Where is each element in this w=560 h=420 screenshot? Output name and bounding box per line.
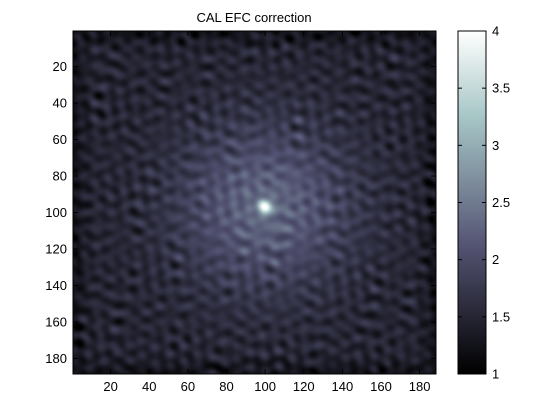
x-tick-label: 180 (409, 379, 431, 394)
colorbar-tick-label: 4 (492, 24, 499, 39)
colorbar-tick-label: 1 (492, 367, 499, 382)
y-tick-label: 160 (45, 315, 67, 330)
colorbar-tick-label: 3.5 (492, 81, 510, 96)
colorbar (457, 30, 487, 375)
colorbar-tick-label: 3 (492, 138, 499, 153)
colorbar-tick-label: 2 (492, 252, 499, 267)
chart-title: CAL EFC correction (196, 10, 311, 25)
y-tick-label: 120 (45, 242, 67, 257)
y-axis: 20 40 60 80 100 120 140 160 180 (45, 59, 436, 366)
heatmap-image (73, 31, 436, 374)
y-tick-label: 20 (53, 59, 67, 74)
colorbar-axis: 1 1.5 2 2.5 3 3.5 4 (458, 24, 510, 382)
x-axis: 20 40 60 80 100 120 140 160 180 (103, 31, 430, 394)
x-tick-label: 140 (332, 379, 354, 394)
y-tick-label: 180 (45, 351, 67, 366)
x-tick-label: 80 (219, 379, 233, 394)
y-tick-label: 80 (53, 169, 67, 184)
x-tick-label: 120 (293, 379, 315, 394)
x-tick-label: 160 (370, 379, 392, 394)
x-tick-label: 100 (254, 379, 276, 394)
y-tick-label: 60 (53, 132, 67, 147)
y-tick-label: 40 (53, 96, 67, 111)
colorbar-tick-label: 2.5 (492, 195, 510, 210)
x-tick-label: 20 (103, 379, 117, 394)
x-tick-label: 60 (181, 379, 195, 394)
heatmap-raster (73, 31, 436, 374)
x-tick-label: 40 (142, 379, 156, 394)
plot-axes-frame (72, 30, 437, 375)
colorbar-tick-label: 1.5 (492, 309, 510, 324)
y-tick-label: 100 (45, 205, 67, 220)
y-tick-label: 140 (45, 278, 67, 293)
